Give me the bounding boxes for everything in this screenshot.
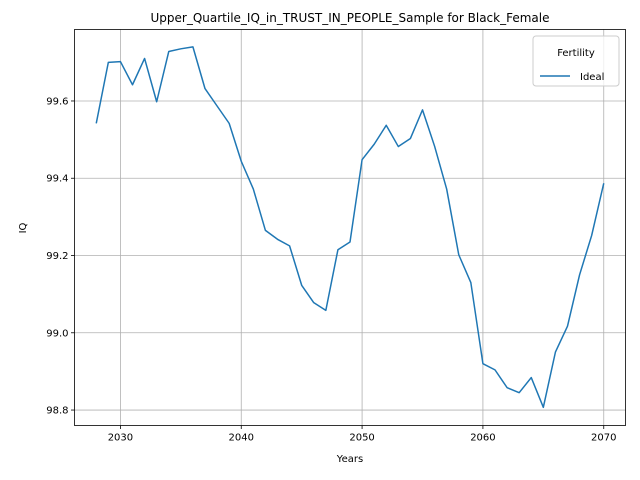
y-tick-label: 99.2 (46, 251, 68, 262)
y-tick-label: 98.8 (46, 406, 68, 417)
plot-frame (74, 29, 626, 426)
x-axis: 2030 2040 2050 2060 2070 (108, 425, 616, 444)
x-tick-label: 2070 (591, 433, 616, 444)
x-tick-label: 2060 (470, 433, 495, 444)
y-tick-label: 99.4 (46, 174, 68, 185)
series-layer (95, 46, 605, 409)
grid-lines (74, 29, 626, 426)
y-axis: 98.8 99.0 99.2 99.4 99.6 (46, 96, 75, 417)
x-tick-label: 2030 (108, 433, 133, 444)
y-axis-label: IQ (18, 222, 29, 233)
legend: Fertility Ideal (532, 35, 620, 87)
x-tick-label: 2040 (229, 433, 254, 444)
y-tick-label: 99.6 (46, 96, 68, 107)
legend-title: Fertility (557, 48, 595, 59)
x-axis-label: Years (336, 454, 363, 465)
legend-label-ideal: Ideal (580, 72, 604, 83)
chart-title: Upper_Quartile_IQ_in_TRUST_IN_PEOPLE_Sam… (150, 11, 549, 25)
series-line-ideal (95, 46, 605, 409)
legend-box (532, 35, 620, 87)
x-tick-label: 2050 (349, 433, 374, 444)
y-tick-label: 99.0 (46, 328, 68, 339)
